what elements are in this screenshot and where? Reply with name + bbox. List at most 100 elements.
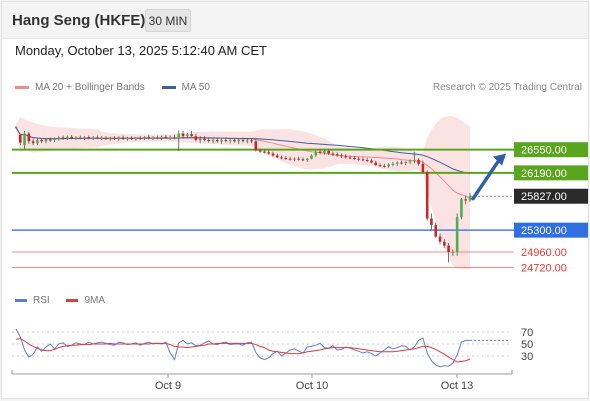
x-axis-label: Oct 13 — [441, 380, 473, 392]
rsi-legend: RSI 9MA — [15, 295, 119, 306]
bollinger-bands — [16, 116, 470, 270]
level-label-box — [514, 188, 588, 204]
candle-bull — [83, 137, 86, 139]
candle-bull — [168, 137, 172, 139]
candle-bull — [245, 140, 249, 142]
candle-bear — [156, 137, 159, 139]
candle-bull — [451, 252, 455, 254]
candle-bear — [61, 137, 65, 139]
candle-bear — [443, 241, 446, 246]
candle-bear — [147, 137, 151, 139]
candle-bear — [181, 133, 185, 137]
candle-bull — [108, 137, 112, 139]
candle-bull — [468, 196, 472, 201]
candle-bull — [74, 137, 78, 139]
candle-bear — [430, 218, 433, 226]
candle-bear — [275, 155, 279, 158]
candle-bull — [53, 138, 56, 141]
candle-bear — [173, 137, 176, 139]
candle-bull — [177, 133, 181, 139]
legend-item-rsi: RSI — [15, 295, 50, 306]
candle-bull — [220, 140, 223, 142]
forecast-arrow — [471, 153, 506, 201]
candle-bull — [395, 162, 399, 164]
legend-item-bollinger: MA 20 + Bollinger Bands — [15, 82, 145, 93]
candle-bull — [14, 127, 18, 129]
bollinger-band-fill — [16, 116, 470, 270]
candle-bull — [408, 161, 412, 163]
candle-bear — [425, 172, 429, 219]
candle-bull — [134, 137, 138, 139]
candle-bear — [434, 225, 438, 237]
candle-bear — [233, 140, 236, 142]
candle-bear — [250, 140, 253, 142]
level-label: 24960.00 — [521, 247, 567, 259]
candle-bear — [18, 134, 22, 143]
candle-bull — [23, 133, 26, 146]
candle-bull — [305, 158, 309, 160]
candle-bull — [387, 164, 390, 167]
candle-bear — [121, 137, 125, 139]
timeframe-selector[interactable]: 30 MIN — [145, 9, 191, 32]
legend-swatch-rsi — [15, 298, 27, 302]
candle-bear — [96, 137, 99, 139]
candle-bear — [138, 137, 142, 139]
candle-bear — [383, 165, 386, 167]
legend-swatch-ma20 — [15, 85, 29, 89]
candle-bear — [271, 153, 275, 156]
candle-bear — [464, 199, 468, 201]
candle-bear — [417, 159, 420, 164]
candle-bull — [66, 136, 69, 139]
candle-bear — [438, 236, 442, 242]
candle-bear — [348, 157, 352, 159]
candle-bear — [27, 133, 31, 142]
candle-bear — [104, 137, 108, 139]
rsi-tick-label: 50 — [521, 339, 533, 351]
candle-bear — [194, 136, 198, 141]
candle-bear — [40, 140, 43, 142]
candle-bull — [310, 155, 313, 159]
candle-bear — [327, 150, 330, 154]
candle-bear — [241, 140, 245, 142]
candle-bull — [460, 199, 463, 218]
candle-bull — [237, 140, 241, 142]
candle-bear — [280, 157, 283, 159]
candle-bull — [323, 150, 326, 153]
candle-bear — [190, 134, 193, 137]
legend-label-rsi: RSI — [33, 295, 50, 306]
timestamp: Monday, October 13, 2025 5:12:40 AM CET — [15, 43, 267, 58]
instrument-title: Hang Seng (HKFE) — [12, 12, 146, 29]
candle-bull — [314, 151, 318, 156]
legend-label-rsi-ma: 9MA — [84, 295, 106, 306]
candle-bear — [254, 141, 258, 151]
candle-bear — [224, 140, 228, 142]
x-axis-label: Oct 9 — [155, 380, 181, 392]
rsi-tick-label: 70 — [521, 327, 533, 339]
arrow-head — [493, 153, 506, 166]
level-label: 25300.00 — [521, 225, 567, 237]
price-levels — [12, 148, 514, 268]
price-legend: MA 20 + Bollinger Bands MA 50 — [15, 82, 224, 93]
candle-bull — [126, 138, 129, 140]
candle-bear — [421, 163, 425, 173]
candle-bear — [87, 137, 91, 139]
candle-bull — [151, 137, 155, 139]
rsi-ma-line — [15, 338, 471, 363]
legend-item-ma50: MA 50 — [161, 82, 210, 93]
candle-bear — [331, 153, 335, 155]
candle-bear — [340, 155, 343, 157]
candle-bear — [400, 162, 403, 164]
candle-bear — [318, 151, 322, 153]
level-label-box — [514, 165, 588, 181]
candle-bull — [143, 137, 146, 139]
level-label: 26190.00 — [521, 168, 567, 180]
legend-item-rsi-ma: 9MA — [66, 295, 105, 306]
candle-bear — [113, 137, 116, 139]
time-axis: Oct 9 Oct 10 Oct 13 — [11, 370, 513, 392]
candle-bull — [293, 158, 296, 160]
candle-bear — [370, 160, 373, 163]
candle-bull — [117, 137, 121, 139]
candle-bull — [413, 159, 416, 162]
